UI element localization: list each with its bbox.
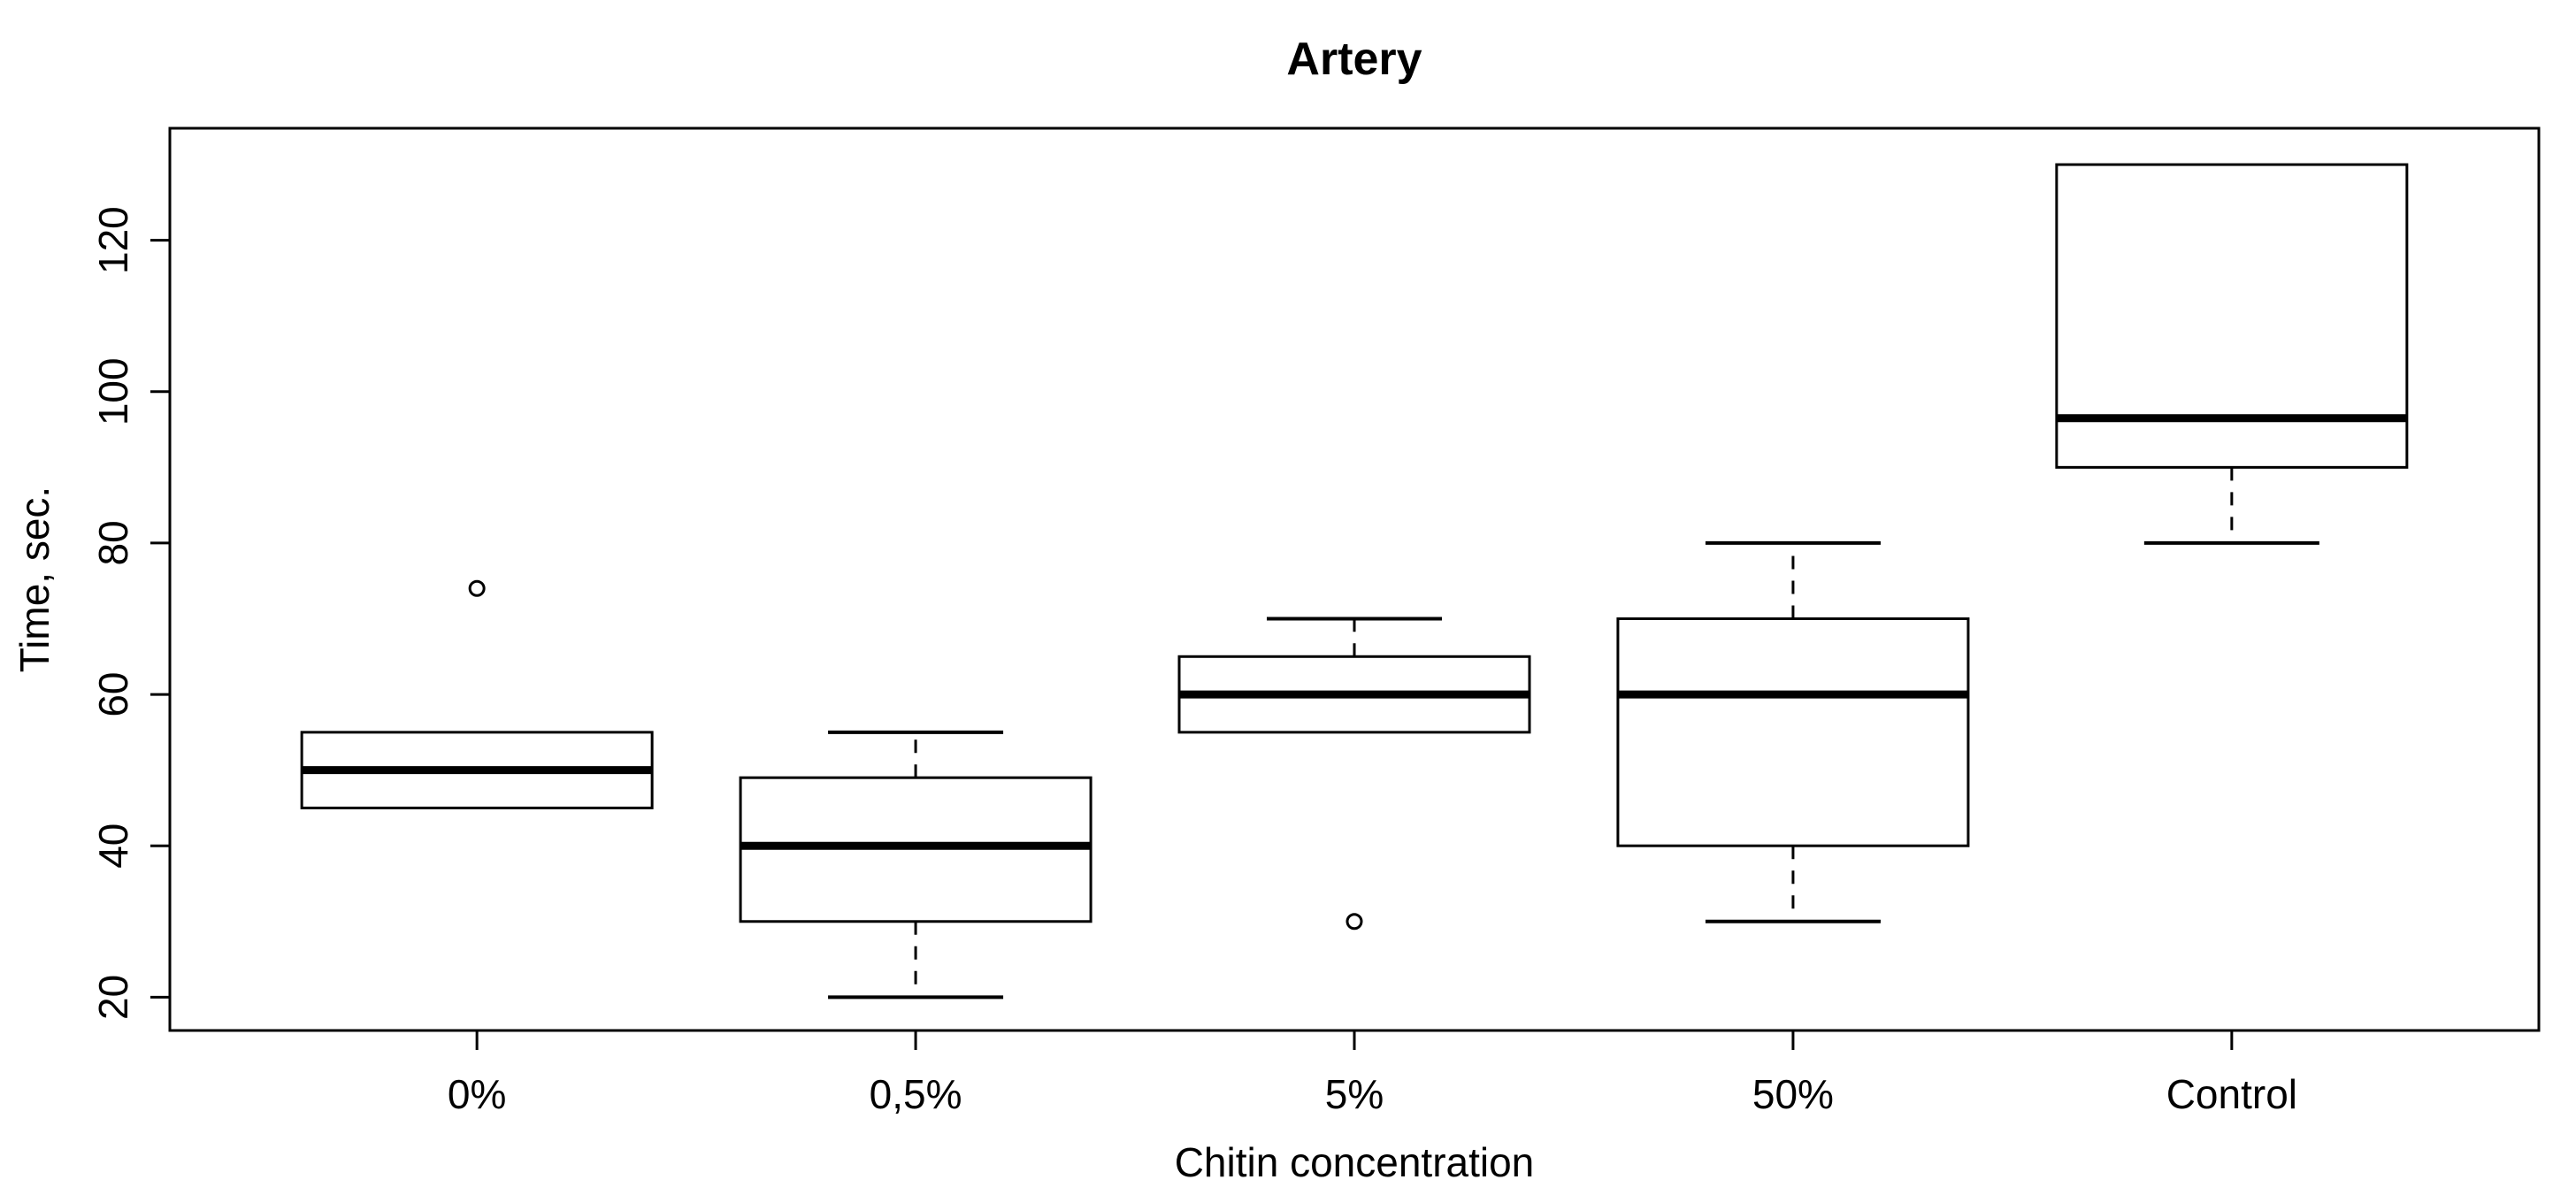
chart-title: Artery (1286, 34, 1422, 85)
x-tick-label: 0,5% (870, 1071, 962, 1117)
plot-area: 20 40 60 80 100 120 0% 0,5% 5% 50% Control (90, 126, 2541, 1117)
y-tick-label: 100 (90, 357, 136, 425)
y-tick-label: 40 (90, 823, 136, 869)
x-tick-label: 0% (448, 1071, 506, 1117)
x-tick-label: 5% (1325, 1071, 1384, 1117)
iqr-box (1616, 617, 1970, 847)
y-axis-title: Time, sec. (12, 486, 58, 672)
x-tick-label: 50% (1752, 1071, 1834, 1117)
outlier-point (1346, 913, 1363, 931)
y-tick-label: 60 (90, 671, 136, 716)
x-tick-label: Control (2166, 1071, 2297, 1117)
y-tick-label: 120 (90, 206, 136, 274)
y-tick-label: 20 (90, 975, 136, 1020)
x-axis-title: Chitin concentration (1175, 1139, 1535, 1185)
outlier-point (468, 579, 486, 597)
y-tick-label: 80 (90, 520, 136, 565)
